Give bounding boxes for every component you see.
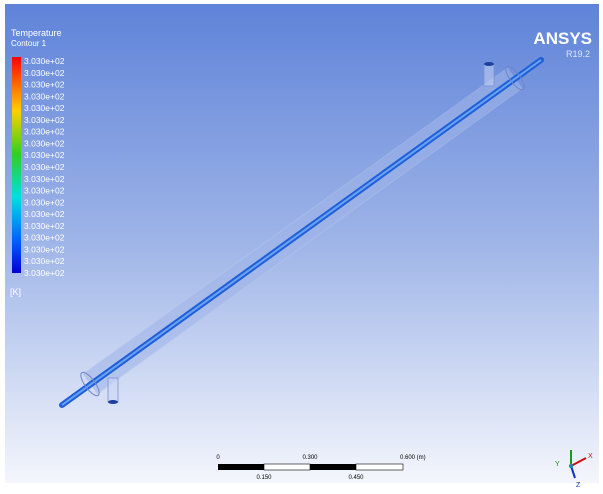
legend-label: 3.030e+02 — [24, 197, 65, 207]
legend-label: 3.030e+02 — [24, 127, 65, 137]
legend-title: Temperature — [11, 28, 62, 38]
legend-label: 3.030e+02 — [24, 186, 65, 196]
legend-label: 3.030e+02 — [24, 138, 65, 148]
legend-label: 3.030e+02 — [24, 268, 65, 278]
legend-label: 3.030e+02 — [24, 68, 65, 78]
triad-label: Z — [576, 482, 581, 489]
legend-label: 3.030e+02 — [24, 91, 65, 101]
legend-label: 3.030e+02 — [24, 244, 65, 254]
legend-label: 3.030e+02 — [24, 162, 65, 172]
scale-label: 0.150 — [256, 475, 272, 481]
legend-label: 3.030e+02 — [24, 80, 65, 90]
legend-label: 3.030e+02 — [24, 233, 65, 243]
triad-label: X — [588, 453, 593, 460]
colorbar — [12, 57, 21, 273]
legend-label: 3.030e+02 — [24, 174, 65, 184]
scale-bar — [218, 464, 403, 470]
legend-label: 3.030e+02 — [24, 150, 65, 160]
scale-label: 0.600 (m) — [400, 455, 426, 461]
legend-label: 3.030e+02 — [24, 56, 65, 66]
triad-label: Y — [555, 461, 560, 468]
legend-label: 3.030e+02 — [24, 103, 65, 113]
legend-subtitle: Contour 1 — [11, 39, 47, 48]
logo-version: R19.2 — [566, 49, 590, 59]
scale-label: 0.300 — [302, 455, 318, 461]
viewport: Temperature Contour 1 3.030e+023.030e+02… — [0, 0, 603, 489]
legend-labels: 3.030e+023.030e+023.030e+023.030e+023.03… — [24, 56, 65, 278]
legend-label: 3.030e+02 — [24, 221, 65, 231]
scale-label: 0.450 — [348, 475, 364, 481]
logo: ANSYS — [533, 29, 592, 48]
legend-label: 3.030e+02 — [24, 209, 65, 219]
legend-label: 3.030e+02 — [24, 256, 65, 266]
legend-label: 3.030e+02 — [24, 115, 65, 125]
legend-unit: [K] — [10, 287, 21, 297]
